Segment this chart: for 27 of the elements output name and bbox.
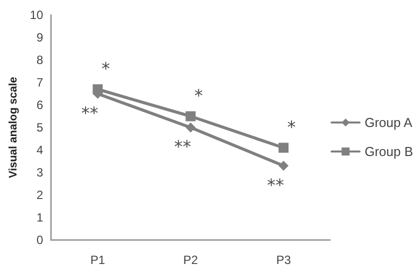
y-tick-label: 3 bbox=[36, 166, 44, 180]
annotation: ** bbox=[174, 138, 192, 158]
y-tick-label: 2 bbox=[36, 188, 44, 202]
y-tick-label: 1 bbox=[36, 210, 44, 224]
y-tick-label: 0 bbox=[36, 233, 44, 247]
y-tick-label: 9 bbox=[36, 30, 44, 44]
y-tick-label: 8 bbox=[36, 53, 44, 67]
legend-label: Group A bbox=[364, 115, 413, 130]
y-tick-label: 4 bbox=[36, 143, 44, 157]
annotation: * bbox=[287, 118, 296, 138]
y-tick-label: 5 bbox=[36, 120, 44, 134]
legend-label: Group B bbox=[364, 144, 414, 159]
annotation: ** bbox=[267, 176, 284, 196]
point bbox=[186, 122, 196, 132]
y-axis-title: Visual analog scale bbox=[8, 76, 20, 178]
y-tick-label: 10 bbox=[30, 8, 44, 22]
point bbox=[278, 160, 289, 171]
annotation: * bbox=[194, 86, 203, 106]
point bbox=[186, 111, 196, 122]
annotation: * bbox=[101, 59, 110, 80]
y-tick-label: 7 bbox=[36, 76, 44, 90]
x-tick-label: P1 bbox=[90, 253, 106, 267]
point bbox=[278, 142, 289, 153]
x-tick-label: P3 bbox=[276, 253, 292, 267]
x-tick-label: P2 bbox=[183, 253, 198, 267]
annotation: ** bbox=[81, 104, 98, 124]
y-tick-label: 6 bbox=[36, 98, 44, 112]
